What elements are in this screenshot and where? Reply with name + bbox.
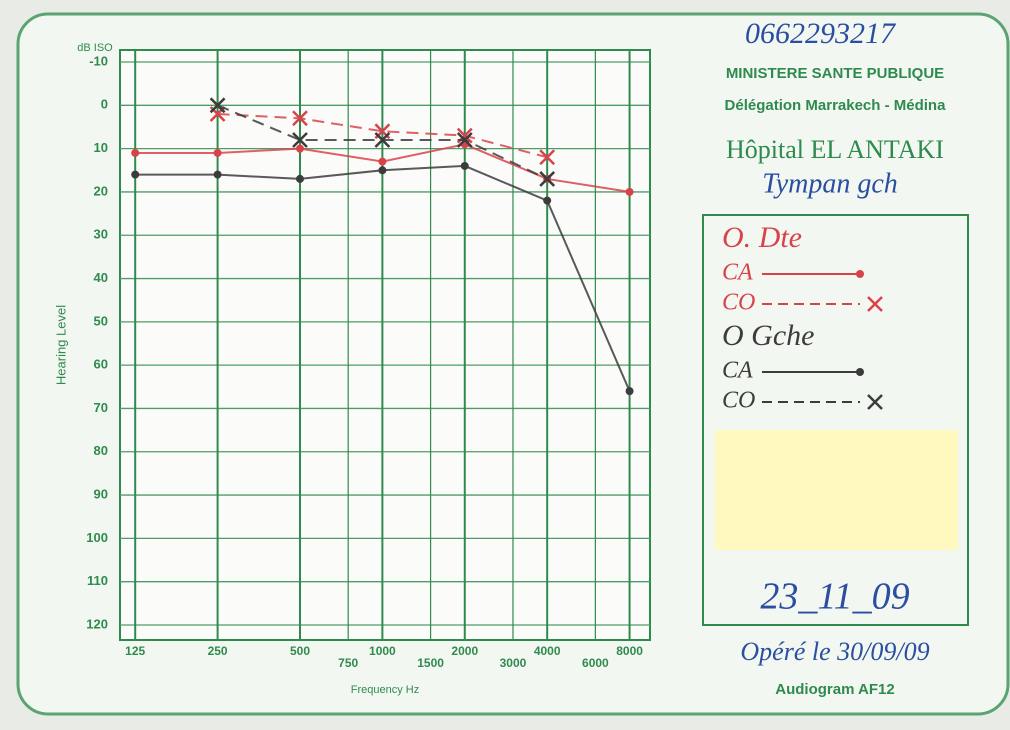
x-tick-label: 4000 (534, 644, 561, 658)
bone-point (539, 149, 556, 166)
y-tick-label: 80 (94, 443, 108, 458)
air-point (378, 157, 387, 166)
air-point (131, 170, 140, 179)
air-point (213, 170, 222, 179)
ministry: MINISTERE SANTE PUBLIQUE (726, 65, 944, 82)
air-point (131, 148, 140, 157)
legend-frame (702, 214, 969, 626)
air-point (213, 148, 222, 157)
y-tick-label: 50 (94, 313, 108, 328)
phone: 0662293217 (745, 17, 897, 50)
legend-label: CO (722, 388, 755, 414)
y-tick-label: 110 (87, 573, 108, 588)
x-tick-label: 750 (338, 656, 358, 670)
date: 23_11_09 (760, 576, 909, 618)
legend-marker (856, 270, 864, 278)
legend-marker (867, 296, 883, 312)
y-tick-label: 100 (86, 530, 108, 545)
op-note: Opéré le 30/09/09 (740, 637, 929, 666)
air-point (625, 387, 634, 396)
y-tick-label: -10 (89, 53, 108, 68)
note: Tympan gch (762, 168, 898, 199)
x-tick-label: 1500 (417, 656, 444, 670)
y-tick-label: 90 (94, 487, 108, 502)
y-tick-label: 40 (94, 270, 108, 285)
legend-label: CO (722, 290, 755, 316)
x-tick-label: 8000 (616, 644, 643, 658)
x-tick-label: 2000 (451, 644, 478, 658)
legend-title: O. Dte (722, 221, 802, 254)
legend-title: O Gche (722, 319, 814, 352)
delegation: Délégation Marrakech - Médina (725, 97, 947, 114)
legend-label: CA (722, 260, 753, 286)
air-point (625, 187, 634, 196)
bone-point (292, 110, 308, 127)
y-tick-label: 10 (94, 140, 108, 155)
hospital: Hôpital EL ANTAKI (726, 135, 944, 164)
y-unit: dB ISO (77, 42, 113, 54)
x-label: Frequency Hz (351, 684, 419, 696)
redaction (715, 430, 958, 550)
y-tick-label: 30 (94, 227, 108, 242)
air-point (295, 144, 304, 153)
x-tick-label: 1000 (369, 644, 396, 658)
bone-point (539, 171, 556, 187)
y-tick-label: 120 (86, 616, 108, 631)
bone-point (374, 132, 391, 148)
y-tick-label: 60 (94, 357, 108, 372)
x-tick-label: 250 (208, 644, 228, 658)
bone-point (292, 132, 308, 148)
air-point (295, 174, 304, 183)
y-tick-label: 20 (94, 183, 108, 198)
air-point (378, 166, 387, 175)
x-tick-label: 3000 (500, 656, 527, 670)
y-tick-label: 70 (94, 400, 108, 415)
form-name: Audiogram AF12 (775, 681, 894, 698)
x-tick-label: 500 (290, 644, 310, 658)
y-tick-label: 0 (101, 97, 108, 112)
y-label: Hearing Level (53, 305, 68, 385)
x-tick-label: 6000 (582, 656, 609, 670)
x-tick-label: 125 (125, 644, 145, 658)
series-line (217, 112, 548, 159)
bone-point (456, 132, 473, 148)
bone-point (209, 97, 226, 114)
legend-marker (856, 368, 864, 376)
legend-marker (867, 394, 883, 410)
air-point (543, 196, 552, 205)
legend-label: CA (722, 358, 753, 384)
air-point (460, 161, 469, 170)
